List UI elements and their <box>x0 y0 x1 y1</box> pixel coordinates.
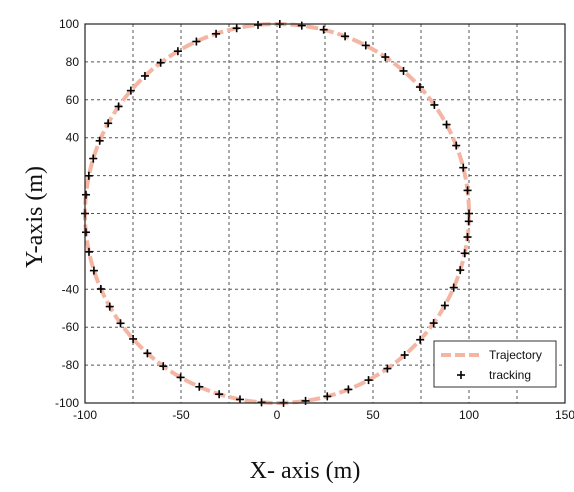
tracking-point <box>383 364 392 373</box>
legend-tracking-label: tracking <box>489 368 531 382</box>
x-tick-label: -100 <box>73 408 97 422</box>
tracking-point <box>429 319 438 328</box>
y-tick-label: -80 <box>62 358 80 372</box>
x-tick-label: 150 <box>555 408 574 422</box>
y-tick-label: -60 <box>62 320 80 334</box>
tracking-point <box>460 249 469 258</box>
tracking-point <box>464 217 473 226</box>
tracking-point <box>176 373 185 382</box>
tracking-point <box>173 47 182 56</box>
tracking-point <box>89 266 98 275</box>
tracking-point <box>81 190 90 199</box>
y-tick-label: 100 <box>59 17 79 31</box>
tracking-point <box>399 66 408 75</box>
y-tick-label: 80 <box>66 55 80 69</box>
tracking-point <box>143 349 152 358</box>
tracking-point <box>116 319 125 328</box>
plot-frame <box>84 23 566 404</box>
tracking-series <box>81 20 473 407</box>
tracking-point <box>89 154 98 163</box>
tracking-point <box>463 233 472 242</box>
tracking-point <box>430 100 439 109</box>
tracking-point <box>159 362 168 371</box>
tracking-point <box>257 398 266 407</box>
tracking-point <box>84 247 93 256</box>
legend-trajectory-label: Trajectory <box>489 348 542 362</box>
legend: Trajectory tracking <box>433 340 557 388</box>
tracking-point <box>344 385 353 394</box>
tracking-point <box>459 163 468 172</box>
y-tick-label: -100 <box>55 396 79 410</box>
tracking-point <box>381 53 390 62</box>
tracking-point <box>301 396 310 405</box>
y-tick-label: -40 <box>62 282 80 296</box>
tracking-point <box>129 334 138 343</box>
tracking-point <box>140 71 149 80</box>
tracking-point <box>95 136 104 145</box>
tracking-point <box>232 24 241 33</box>
y-axis-title: Y-axis (m) <box>22 166 48 268</box>
tracking-point <box>452 141 461 150</box>
x-tick-label: 50 <box>366 408 380 422</box>
tracking-point <box>463 186 472 195</box>
tracking-point <box>215 390 224 399</box>
tracking-point <box>465 209 473 218</box>
tracking-point <box>364 376 373 385</box>
y-tick-label: 40 <box>66 131 80 145</box>
tracking-point <box>195 382 204 391</box>
tracking-point <box>297 21 306 30</box>
tracking-point <box>415 83 424 92</box>
tracking-point <box>449 283 458 292</box>
x-axis-title: X- axis (m) <box>250 458 361 484</box>
tracking-point <box>212 29 221 38</box>
tracking-point <box>126 86 135 95</box>
legend-tracking-marker <box>457 371 465 379</box>
tracking-point <box>416 335 425 344</box>
tracking-point <box>400 351 409 360</box>
tracking-point <box>81 228 90 237</box>
legend-box <box>433 340 557 388</box>
tracking-point <box>361 41 370 50</box>
tracking-point <box>114 102 123 111</box>
tracking-point <box>192 37 201 46</box>
tracking-point <box>323 392 332 401</box>
x-tick-label: 100 <box>459 408 479 422</box>
tracking-point <box>319 25 328 34</box>
tracking-point <box>253 20 262 29</box>
tracking-point <box>341 32 350 41</box>
tracking-point <box>84 171 93 180</box>
tracking-point <box>456 266 465 275</box>
tracking-point <box>440 301 449 310</box>
y-tick-label: 60 <box>66 93 80 107</box>
y-tick-labels: 100 80 60 40 -40 -60 -80 -100 <box>55 17 79 410</box>
tracking-point <box>235 395 244 404</box>
x-tick-labels: -100 -50 0 50 100 150 <box>73 408 574 422</box>
x-tick-label: 0 <box>274 408 281 422</box>
tracking-point <box>96 284 105 293</box>
x-tick-label: -50 <box>172 408 190 422</box>
tracking-point <box>105 302 114 311</box>
tracking-point <box>442 120 451 129</box>
tracking-point <box>156 58 165 67</box>
tracking-point <box>104 119 113 128</box>
